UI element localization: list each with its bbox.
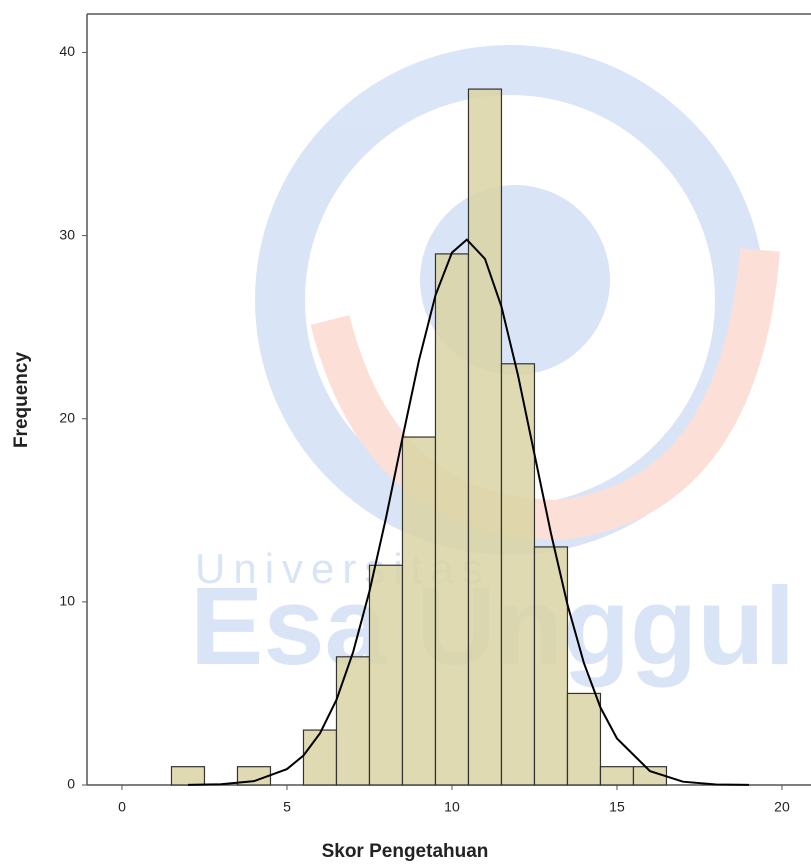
y-tick-label: 20 bbox=[59, 409, 75, 425]
x-tick-label: 10 bbox=[444, 799, 460, 815]
x-tick-label: 0 bbox=[118, 799, 126, 815]
x-axis-title: Skor Pengetahuan bbox=[322, 841, 489, 862]
y-tick-label: 40 bbox=[59, 43, 75, 59]
y-tick-label: 0 bbox=[67, 776, 75, 792]
bar bbox=[467, 88, 503, 786]
bar bbox=[566, 692, 602, 786]
y-tick-label: 30 bbox=[59, 226, 75, 242]
x-tick-label: 15 bbox=[609, 799, 625, 815]
normal-curve bbox=[187, 238, 749, 786]
bar bbox=[599, 766, 635, 786]
bar bbox=[500, 363, 536, 786]
y-tick-label: 10 bbox=[59, 593, 75, 609]
bar bbox=[335, 656, 371, 786]
bar bbox=[368, 564, 404, 786]
bar bbox=[434, 253, 470, 786]
bar bbox=[401, 436, 437, 786]
x-tick-label: 5 bbox=[283, 799, 291, 815]
x-tick-label: 20 bbox=[774, 799, 790, 815]
watermark-swoosh bbox=[310, 248, 780, 541]
bar bbox=[170, 766, 206, 786]
bar bbox=[533, 546, 569, 786]
y-axis-title: Frequency bbox=[11, 352, 32, 449]
bar bbox=[302, 729, 338, 786]
